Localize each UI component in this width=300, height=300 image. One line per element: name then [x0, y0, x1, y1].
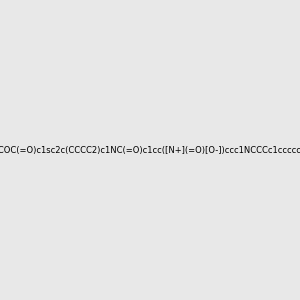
- Text: CCOC(=O)c1sc2c(CCCC2)c1NC(=O)c1cc([N+](=O)[O-])ccc1NCCCc1ccccc1: CCOC(=O)c1sc2c(CCCC2)c1NC(=O)c1cc([N+](=…: [0, 146, 300, 154]
